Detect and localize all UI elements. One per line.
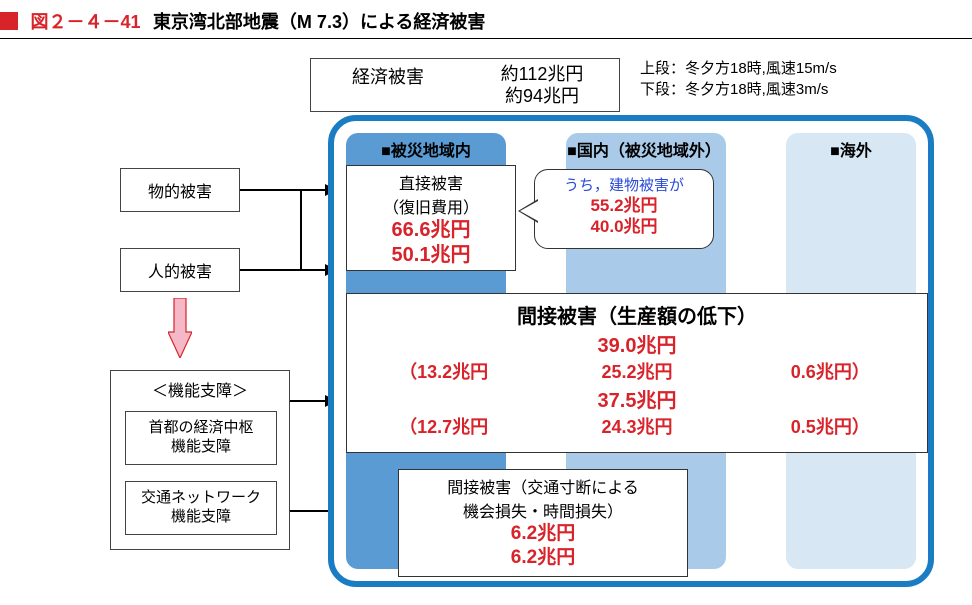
transport-damage-box: 間接被害（交通寸断による 機会損失・時間損失） 6.2兆円 6.2兆円 — [398, 469, 688, 577]
direct-damage-title: 直接被害 （復旧費用） — [347, 170, 515, 218]
callout-tail-fill — [520, 201, 538, 221]
title-bar — [0, 12, 18, 30]
down-arrow-icon — [168, 298, 192, 358]
indirect-upper-c2: 25.2兆円 — [540, 358, 733, 384]
callout-lower: 40.0兆円 — [535, 216, 713, 237]
indirect-damage-box: 間接被害（生産額の低下） 39.0兆円 （13.2兆円 25.2兆円 0.6兆円… — [346, 293, 928, 453]
figure-number: 図２－４－41 — [30, 12, 140, 32]
transport-network-impairment-label: 交通ネットワーク 機能支障 — [141, 489, 261, 527]
economic-damage-label: 経済被害 — [311, 63, 465, 108]
functional-impairment-container: ＜機能支障＞ 首都の経済中枢 機能支障 交通ネットワーク 機能支障 — [110, 370, 290, 550]
economic-damage-lower: 約94兆円 — [465, 85, 619, 108]
indirect-upper-c3: 0.6兆円） — [734, 358, 927, 384]
transport-network-impairment-box: 交通ネットワーク 機能支障 — [125, 481, 277, 535]
transport-damage-lower: 6.2兆円 — [399, 546, 687, 570]
economic-damage-summary-box: 経済被害 約112兆円 約94兆円 — [310, 58, 620, 112]
column-header-disaster-area: ■被災地域内 — [346, 137, 506, 161]
indirect-damage-title: 間接被害（生産額の低下） — [347, 300, 927, 329]
physical-damage-label: 物的被害 — [148, 178, 212, 202]
arrow-joiner-vertical — [300, 189, 302, 271]
indirect-sum-lower: 37.5兆円 — [347, 384, 927, 413]
scenario-note: 上段：冬夕方18時,風速15m/s 下段：冬夕方18時,風速3m/s — [640, 58, 960, 100]
figure-title-text: 東京湾北部地震（M 7.3）による経済被害 — [153, 12, 485, 32]
capital-economy-impairment-label: 首都の経済中枢 機能支障 — [148, 419, 253, 457]
indirect-lower-c3: 0.5兆円） — [734, 413, 927, 439]
functional-impairment-title: ＜機能支障＞ — [111, 377, 289, 401]
indirect-lower-c2: 24.3兆円 — [540, 413, 733, 439]
column-header-overseas: ■海外 — [786, 137, 916, 161]
physical-damage-box: 物的被害 — [120, 168, 240, 212]
column-header-domestic: ■国内（被災地域外） — [554, 137, 734, 161]
transport-damage-upper: 6.2兆円 — [399, 522, 687, 546]
capital-economy-impairment-box: 首都の経済中枢 機能支障 — [125, 411, 277, 465]
indirect-lower-c1: （12.7兆円 — [347, 413, 540, 439]
scenario-upper: 上段：冬夕方18時,風速15m/s — [640, 58, 960, 79]
title-underline — [0, 38, 972, 39]
main-rounded-container: ■被災地域内 ■国内（被災地域外） ■海外 直接被害 （復旧費用） 66.6兆円… — [328, 115, 934, 587]
callout-upper: 55.2兆円 — [535, 195, 713, 216]
arrow-human-to-direct — [240, 269, 336, 271]
direct-damage-upper: 66.6兆円 — [347, 218, 515, 243]
direct-damage-box: 直接被害 （復旧費用） 66.6兆円 50.1兆円 — [346, 165, 516, 271]
scenario-lower: 下段：冬夕方18時,風速3m/s — [640, 79, 960, 100]
arrow-physical-to-direct — [240, 189, 336, 191]
human-damage-label: 人的被害 — [148, 258, 212, 282]
economic-damage-upper: 約112兆円 — [465, 63, 619, 86]
human-damage-box: 人的被害 — [120, 248, 240, 292]
direct-damage-lower: 50.1兆円 — [347, 243, 515, 268]
building-damage-callout: うち，建物被害が 55.2兆円 40.0兆円 — [534, 169, 714, 249]
indirect-sum-upper: 39.0兆円 — [347, 329, 927, 358]
indirect-upper-c1: （13.2兆円 — [347, 358, 540, 384]
transport-damage-title: 間接被害（交通寸断による 機会損失・時間損失） — [399, 474, 687, 522]
figure-title: 図２－４－41 東京湾北部地震（M 7.3）による経済被害 — [0, 8, 972, 39]
callout-title: うち，建物被害が — [535, 174, 713, 195]
